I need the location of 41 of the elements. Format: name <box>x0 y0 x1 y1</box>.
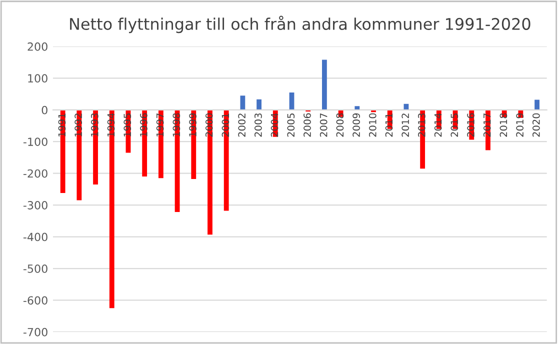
x-tick-label: 2005 <box>287 114 295 137</box>
x-tick-label: 1994 <box>107 113 115 136</box>
x-tick-label: 1999 <box>189 113 196 136</box>
x-tick-label: 2020 <box>532 113 540 137</box>
x-tick-label: 1991 <box>58 114 66 136</box>
x-tick-label: 2018 <box>500 113 508 137</box>
y-tick-label: -600 <box>23 296 48 305</box>
x-tick-label: 1998 <box>172 113 180 136</box>
y-tick-label: -200 <box>23 169 48 178</box>
x-tick-label: 2002 <box>238 114 246 137</box>
x-tick-label: 2000 <box>205 113 213 137</box>
x-tick-label: 1993 <box>90 113 98 136</box>
y-tick-label: 100 <box>28 74 48 83</box>
x-tick-label: 1992 <box>74 114 82 136</box>
x-tick-label: 2014 <box>434 113 442 137</box>
x-tick-label: 1995 <box>124 114 132 136</box>
x-tick-label: 1997 <box>156 114 164 136</box>
x-tick-label: 2015 <box>450 114 458 137</box>
y-tick-label: -300 <box>23 201 48 210</box>
x-tick-label: 2016 <box>467 113 474 137</box>
x-tick-label: 2009 <box>352 113 360 137</box>
chart-title: Netto flyttningar till och från andra kommuner 1991-2020 <box>70 16 530 34</box>
x-tick-label: 2008 <box>336 113 344 137</box>
x-tick-label: 2011 <box>385 114 393 137</box>
x-tick-label: 2001 <box>222 114 230 137</box>
y-tick-label: 0 <box>42 106 48 114</box>
x-tick-label: 2019 <box>516 113 524 137</box>
x-tick-label: 2003 <box>254 113 262 137</box>
x-tick-label: 2010 <box>368 113 376 137</box>
y-tick-label: -400 <box>23 232 48 242</box>
x-tick-label: 2013 <box>418 113 426 137</box>
x-tick-label: 2004 <box>270 113 278 137</box>
y-tick-label: -100 <box>23 138 48 146</box>
y-tick-label: -500 <box>23 264 48 273</box>
x-tick-label: 1996 <box>140 113 148 136</box>
x-tick-label: 2017 <box>483 114 491 137</box>
x-tick-label: 2007 <box>320 114 328 137</box>
y-tick-label: -700 <box>23 328 48 336</box>
x-tick-label: 2012 <box>402 114 410 137</box>
y-tick-label: 200 <box>28 42 48 51</box>
x-tick-label: 2006 <box>304 113 311 137</box>
